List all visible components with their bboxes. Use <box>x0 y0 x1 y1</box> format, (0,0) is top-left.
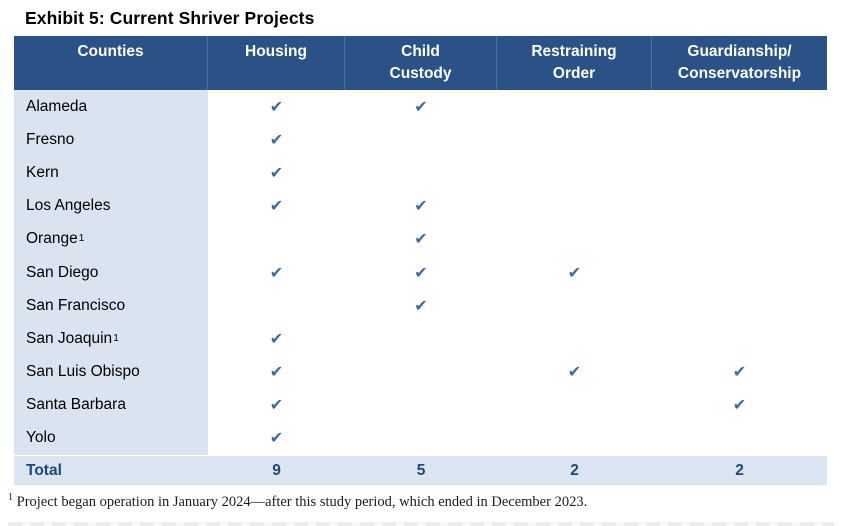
header-label-line2: Conservatorship <box>677 65 802 82</box>
check-icon-guardianship-conservatorship: ✔ <box>732 397 747 415</box>
check-icon-guardianship-conservatorship: ✔ <box>732 364 747 382</box>
check-icon-child-custody: ✔ <box>414 98 428 116</box>
total-child-custody: 5 <box>416 461 426 479</box>
table-header-row: Counties Housing Child Custody Restraini… <box>14 36 827 90</box>
county-name: Santa Barbara <box>26 396 126 414</box>
header-cell-restraining-order: Restraining Order <box>497 36 652 90</box>
table-row: Fresno ✔ <box>14 123 827 157</box>
county-name: Alameda <box>26 97 88 115</box>
check-icon-housing: ✔ <box>269 264 284 282</box>
county-name: Los Angeles <box>26 197 111 215</box>
county-name: Yolo <box>26 429 56 447</box>
check-icon-child-custody: ✔ <box>414 297 428 315</box>
header-label: Guardianship/ <box>687 43 792 60</box>
check-icon-child-custody: ✔ <box>414 231 428 249</box>
county-cell: Orange 1 <box>14 222 208 256</box>
header-label: Housing <box>245 43 307 60</box>
check-icon-housing: ✔ <box>269 397 284 415</box>
exhibit-title: Exhibit 5: Current Shriver Projects <box>25 8 315 28</box>
county-name: San Francisco <box>26 296 126 314</box>
county-cell: Santa Barbara <box>14 388 208 422</box>
table-row: Orange 1 ✔ <box>14 222 827 256</box>
county-cell: Kern <box>14 156 208 190</box>
county-cell: Fresno <box>14 123 208 157</box>
table-row: San Luis Obispo ✔ ✔ ✔ <box>14 355 827 389</box>
total-restraining-order: 2 <box>570 461 579 479</box>
check-icon-housing: ✔ <box>269 430 284 448</box>
table-row: San Francisco ✔ <box>14 289 827 323</box>
footnote: 1 Project began operation in January 202… <box>8 492 844 511</box>
county-cell: Los Angeles <box>14 189 208 223</box>
check-icon-restraining-order: ✔ <box>567 264 582 282</box>
header-label: Child <box>401 43 440 60</box>
header-label: Restraining <box>531 43 617 60</box>
check-icon-housing: ✔ <box>269 330 284 348</box>
footnote-text: Project began operation in January 2024—… <box>13 493 588 510</box>
check-icon-restraining-order: ✔ <box>567 364 582 382</box>
county-cell: San Joaquin 1 <box>14 322 208 356</box>
county-cell: San Luis Obispo <box>14 355 208 389</box>
county-name: Fresno <box>26 130 75 148</box>
county-cell: San Francisco <box>14 289 208 323</box>
check-icon-housing: ✔ <box>269 198 284 216</box>
header-cell-housing: Housing <box>208 36 345 90</box>
table-body: Alameda ✔ ✔ Fresno ✔ Kern ✔ Los Angeles ✔ ✔ Orange… <box>14 90 827 456</box>
table-row: Santa Barbara ✔ ✔ <box>14 388 827 422</box>
table-row: Alameda ✔ ✔ <box>14 90 827 124</box>
check-icon-housing: ✔ <box>269 131 284 149</box>
county-cell: Alameda <box>14 90 208 124</box>
total-guardianship-conservatorship: 2 <box>735 461 744 479</box>
header-label-line2: Order <box>552 65 596 82</box>
total-row: Total 9 5 2 2 <box>14 455 827 486</box>
header-cell-counties: Counties <box>14 36 208 90</box>
county-name: San Joaquin <box>26 329 113 347</box>
check-icon-housing: ✔ <box>269 364 284 382</box>
county-cell: Yolo <box>14 421 208 456</box>
header-cell-child-custody: Child Custody <box>345 36 497 90</box>
county-name: Orange <box>26 230 78 248</box>
check-icon-housing: ✔ <box>269 164 284 182</box>
check-icon-housing: ✔ <box>269 98 284 116</box>
table-row: San Joaquin 1 ✔ <box>14 322 827 356</box>
total-label: Total <box>26 461 62 479</box>
check-icon-child-custody: ✔ <box>414 198 428 216</box>
cutoff-text-strip <box>8 522 834 526</box>
county-name: San Diego <box>26 263 99 281</box>
shriver-projects-table: Counties Housing Child Custody Restraini… <box>14 36 827 486</box>
table-row: Yolo ✔ <box>14 421 827 456</box>
footnote-marker: 1 <box>8 492 13 504</box>
county-cell: San Diego <box>14 255 208 290</box>
total-housing: 9 <box>272 461 281 479</box>
table-row: Los Angeles ✔ ✔ <box>14 189 827 223</box>
check-icon-child-custody: ✔ <box>414 264 428 282</box>
header-label: Counties <box>77 43 144 60</box>
header-label-line2: Custody <box>389 65 452 82</box>
county-name: San Luis Obispo <box>26 363 140 381</box>
header-cell-guardianship-conservatorship: Guardianship/ Conservatorship <box>652 36 827 90</box>
county-name: Kern <box>26 163 59 181</box>
table-row: San Diego ✔ ✔ ✔ <box>14 255 827 290</box>
table-row: Kern ✔ <box>14 156 827 190</box>
